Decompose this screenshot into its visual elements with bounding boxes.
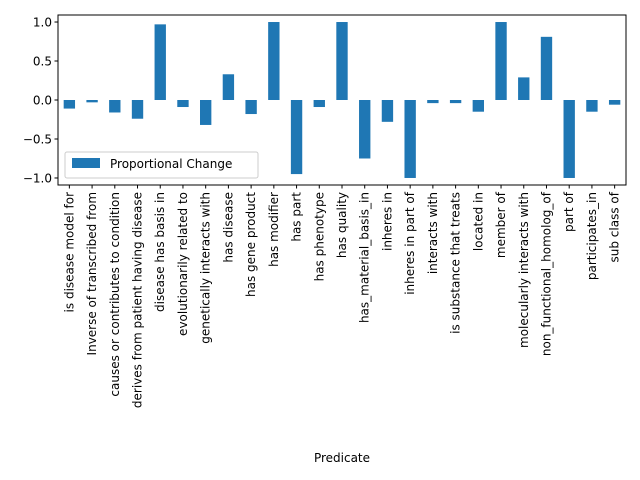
x-tick-label: has phenotype [312, 192, 326, 281]
x-tick-label: has_material_basis_in [358, 192, 372, 323]
bar-16 [427, 100, 439, 104]
y-axis: −1.0 −0.5 0.0 0.5 1.0 [23, 16, 58, 185]
bar-5 [177, 100, 189, 108]
bar-11 [313, 100, 325, 108]
bar-2 [109, 100, 121, 113]
bar-12 [336, 22, 348, 100]
bar-21 [540, 36, 553, 100]
x-tick-label: has disease [221, 192, 235, 263]
legend-label: Proportional Change [110, 157, 232, 171]
bar-4 [154, 24, 166, 100]
legend-swatch [72, 158, 100, 168]
bar-18 [472, 100, 484, 112]
plot-frame [57, 14, 627, 186]
bar-7 [222, 74, 235, 100]
x-tick-label: has modifier [267, 192, 281, 267]
x-tick-label: sub class of [608, 191, 622, 262]
x-tick-label: interacts with [426, 192, 440, 274]
x-tick-label: inheres in [380, 192, 394, 251]
bar-23 [586, 100, 598, 112]
x-tick-label: is disease model for [62, 192, 76, 313]
bar-20 [518, 77, 530, 100]
bar-3 [131, 100, 144, 119]
x-tick-label: has part [290, 192, 304, 242]
bar-8 [245, 100, 257, 115]
x-tick-label: genetically interacts with [199, 192, 213, 344]
bar-13 [359, 100, 371, 159]
bar-0 [63, 100, 76, 109]
legend-box [64, 151, 259, 179]
x-tick-label: has gene product [244, 192, 258, 297]
x-tick-label: non_functional_homolog_of [539, 191, 553, 356]
x-tick-label: causes or contributes to condition [108, 192, 122, 397]
x-tick-label: evolutionarily related to [176, 192, 190, 336]
bar-22 [563, 100, 575, 178]
legend: Proportional Change [64, 151, 259, 179]
x-tick-label: molecularly interacts with [517, 192, 531, 348]
bar-19 [495, 22, 507, 100]
y-tick-label: 0.5 [33, 55, 52, 69]
x-tick-label: inheres in part of [403, 191, 417, 295]
x-tick-label: derives from patient having disease [131, 192, 145, 408]
bar-17 [449, 100, 462, 104]
x-tick-label: Inverse of transcribed from [85, 192, 99, 355]
bar-10 [290, 100, 303, 175]
bar-15 [404, 100, 416, 178]
y-tick-label: −1.0 [23, 171, 52, 185]
y-tick-label: −0.5 [23, 132, 52, 146]
x-tick-label: located in [471, 192, 485, 251]
bar-14 [381, 100, 394, 122]
bar-24 [608, 100, 621, 105]
x-tick-label: participates_in [585, 192, 599, 280]
x-tick-label: member of [494, 191, 508, 258]
bars-group [63, 22, 621, 178]
x-axis: is disease model for Inverse of transcrib… [62, 185, 622, 408]
bar-1 [86, 100, 98, 103]
x-tick-label: part of [562, 191, 576, 232]
bar-6 [200, 100, 212, 125]
x-tick-label: has quality [335, 192, 349, 258]
bar-9 [268, 22, 280, 100]
x-tick-label: is substance that treats [449, 192, 463, 334]
x-tick-label: disease has basis in [153, 192, 167, 312]
x-axis-label: Predicate [314, 451, 370, 465]
y-tick-label: 1.0 [33, 16, 52, 30]
y-tick-label: 0.0 [33, 94, 52, 108]
